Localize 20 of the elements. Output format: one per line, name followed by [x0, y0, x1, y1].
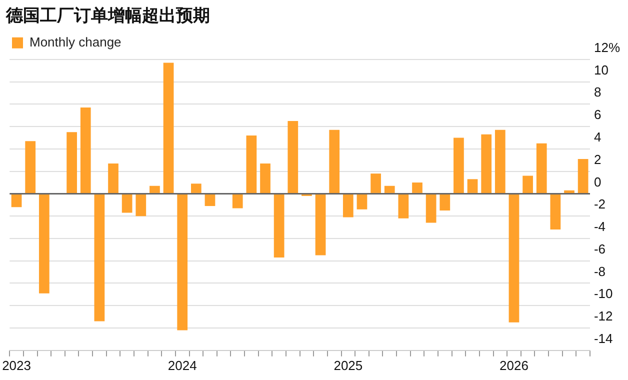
y-tick-label: -12 — [594, 308, 613, 324]
y-tick-label: -2 — [594, 196, 606, 212]
y-tick-label: -8 — [594, 264, 606, 279]
y-tick-label: 12% — [594, 40, 620, 55]
y-tick-label: 8 — [594, 84, 602, 100]
x-tick-label: 2023 — [2, 358, 31, 373]
y-tick-label: 10 — [594, 62, 608, 78]
y-tick-label: -4 — [594, 219, 606, 234]
y-tick-label: -10 — [594, 286, 613, 302]
x-tick-label: 2026 — [500, 358, 528, 373]
y-tick-label: -6 — [594, 241, 606, 256]
y-tick-label: -14 — [594, 330, 613, 346]
legend-label: Monthly change — [30, 34, 122, 50]
y-tick-label: 4 — [594, 130, 602, 145]
y-tick-label: 6 — [594, 107, 602, 122]
y-tick-label: 0 — [594, 174, 602, 190]
chart-title: 德国工厂订单增幅超出预期 — [5, 6, 210, 25]
x-tick-label: 2025 — [334, 358, 363, 373]
y-tick-label: 2 — [594, 152, 602, 167]
x-tick-label: 2024 — [168, 358, 197, 373]
